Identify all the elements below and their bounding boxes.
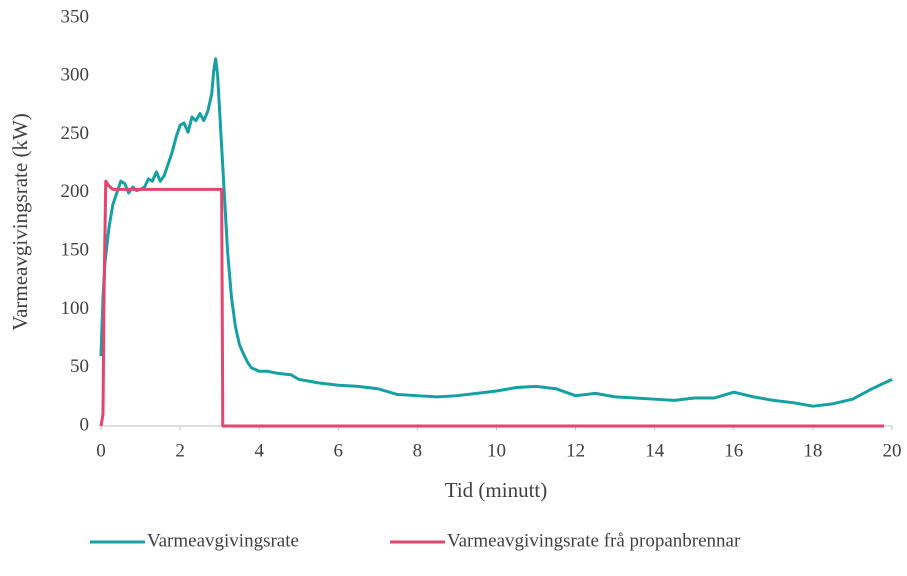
- x-axis-title: Tid (minutt): [445, 478, 548, 502]
- legend-text: Varmeavgivingsrate frå propanbrennar: [447, 530, 741, 551]
- y-tick-label: 250: [61, 123, 90, 144]
- x-tick-label: 8: [413, 440, 423, 461]
- x-tick-label: 4: [254, 440, 264, 461]
- x-tick-label: 10: [487, 440, 506, 461]
- y-tick-label: 150: [61, 240, 90, 261]
- y-tick-label: 200: [61, 181, 90, 202]
- y-tick-label: 0: [80, 414, 90, 435]
- y-tick-label: 300: [61, 65, 90, 86]
- series-line: [99, 179, 885, 428]
- series-line: [99, 57, 893, 408]
- x-tick-label: 20: [883, 440, 902, 461]
- x-tick-label: 18: [803, 440, 822, 461]
- y-tick-label: 100: [61, 298, 90, 319]
- legend-text: Varmeavgivingsrate: [147, 530, 299, 551]
- x-tick-label: 12: [566, 440, 585, 461]
- y-tick-label: 50: [70, 356, 89, 377]
- x-tick-label: 0: [96, 440, 106, 461]
- x-tick-label: 14: [645, 440, 665, 461]
- x-tick-label: 2: [175, 440, 185, 461]
- x-tick-label: 16: [724, 440, 743, 461]
- y-tick-label: 350: [61, 6, 90, 27]
- y-axis-title: Varmeavgivingsrate (kW): [8, 113, 32, 331]
- x-tick-label: 6: [334, 440, 344, 461]
